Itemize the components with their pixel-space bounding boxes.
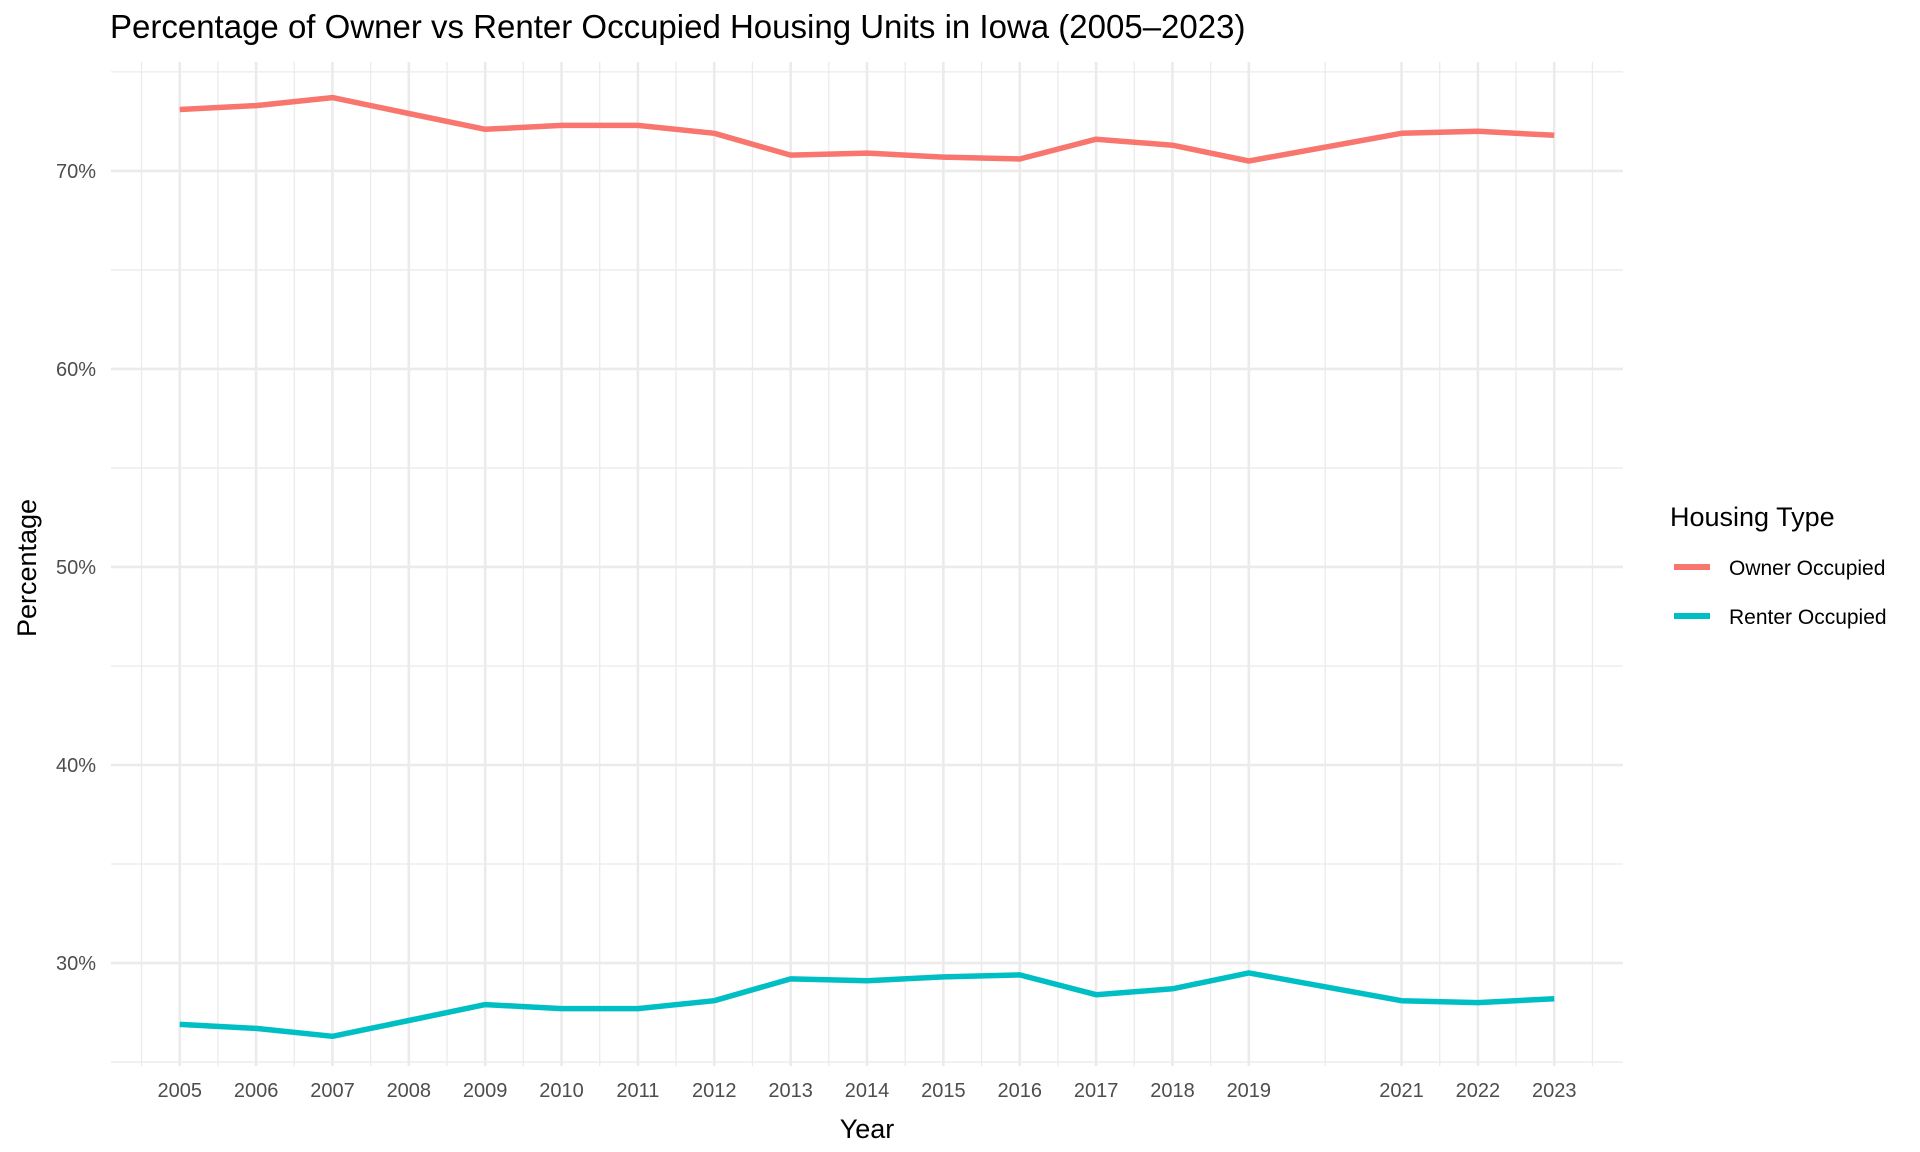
legend-title: Housing Type [1670,502,1835,532]
y-tick-label: 60% [56,359,96,381]
y-axis-title: Percentage [12,499,42,637]
x-tick-label: 2021 [1379,1080,1424,1102]
legend: Owner Occupied Renter Occupied [1674,557,1887,629]
x-tick-label: 2019 [1227,1080,1272,1102]
y-tick-label: 30% [56,953,96,975]
x-tick-label: 2008 [387,1080,432,1102]
major-gridlines [111,62,1623,1066]
x-axis-title: Year [840,1114,895,1144]
y-tick-label: 70% [56,161,96,183]
legend-label: Owner Occupied [1729,557,1885,580]
x-tick-label: 2009 [463,1080,508,1102]
x-tick-label: 2016 [997,1080,1042,1102]
legend-label: Renter Occupied [1729,606,1887,629]
series-line-owner-occupied [179,94,1555,164]
x-tick-label: 2006 [234,1080,279,1102]
y-tick-label: 40% [56,755,96,777]
y-axis-tick-labels: 30% 40% 50% 60% 70% [56,161,96,975]
x-tick-label: 2013 [768,1080,813,1102]
x-tick-label: 2022 [1456,1080,1501,1102]
x-tick-label: 2005 [157,1080,202,1102]
x-tick-label: 2007 [310,1080,355,1102]
x-tick-label: 2010 [539,1080,584,1102]
x-axis-tick-labels: 2005 2006 2007 2008 2009 2010 2011 2012 2013 2014… [157,1080,1576,1102]
series-lines [179,94,1555,1040]
y-tick-label: 50% [56,557,96,579]
x-tick-label: 2012 [692,1080,737,1102]
x-tick-label: 2017 [1074,1080,1119,1102]
x-tick-label: 2018 [1150,1080,1195,1102]
minor-gridlines [111,62,1623,1066]
x-tick-label: 2015 [921,1080,966,1102]
x-tick-label: 2011 [616,1080,659,1102]
x-tick-label: 2014 [845,1080,890,1102]
x-tick-label: 2023 [1532,1080,1577,1102]
series-line-renter-occupied [179,970,1555,1040]
chart-title: Percentage of Owner vs Renter Occupied H… [110,8,1246,45]
